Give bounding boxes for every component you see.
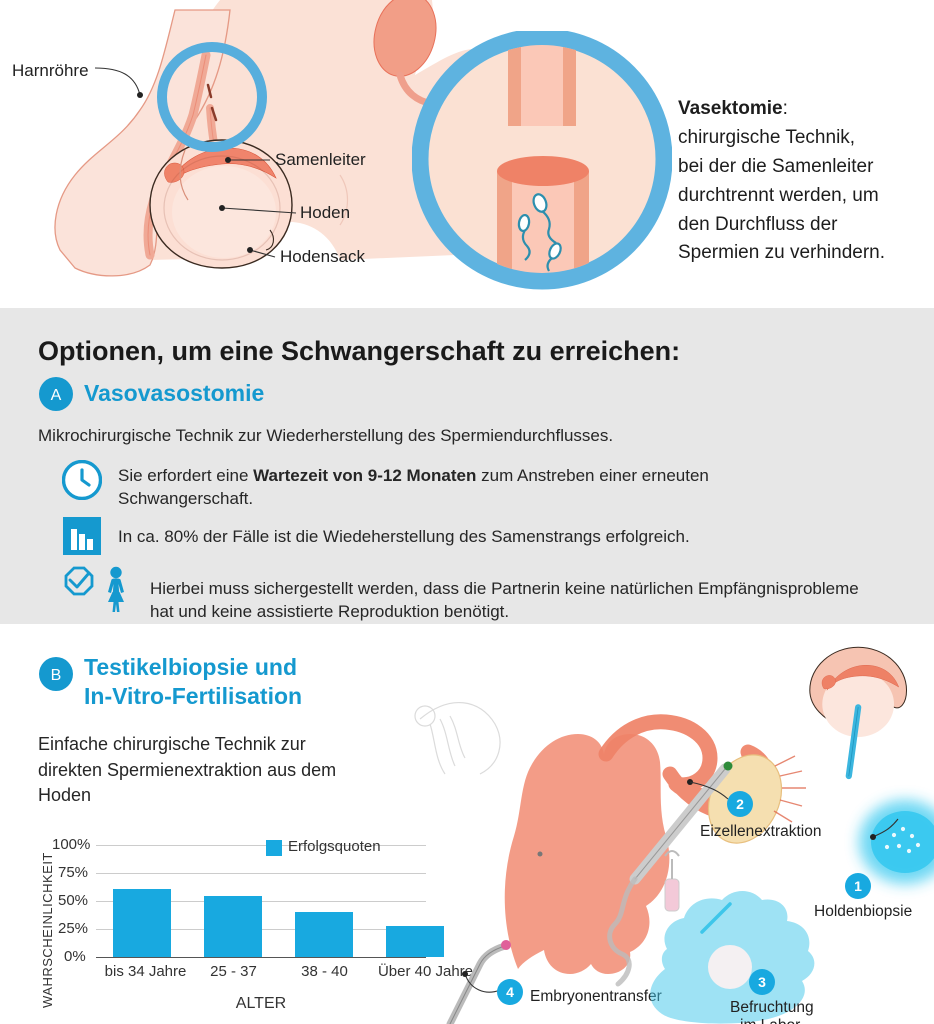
svg-text:3: 3 <box>758 974 766 990</box>
svg-text:1: 1 <box>854 878 862 894</box>
svg-text:Holdenbiopsie: Holdenbiopsie <box>814 903 912 920</box>
svg-text:Samenleiter: Samenleiter <box>275 150 366 169</box>
svg-text:Hodensack: Hodensack <box>280 247 366 266</box>
svg-text:Befruchtung: Befruchtung <box>730 999 814 1016</box>
svg-text:4: 4 <box>506 984 514 1000</box>
svg-text:im Labor: im Labor <box>740 1017 800 1024</box>
svg-text:B: B <box>51 667 62 684</box>
svg-text:Harnröhre: Harnröhre <box>12 61 89 80</box>
svg-text:Eizellenextraktion: Eizellenextraktion <box>700 823 821 840</box>
svg-text:A: A <box>51 387 62 404</box>
svg-text:Hoden: Hoden <box>300 203 350 222</box>
svg-text:Embryonentransfer: Embryonentransfer <box>530 988 662 1005</box>
svg-text:2: 2 <box>736 796 744 812</box>
